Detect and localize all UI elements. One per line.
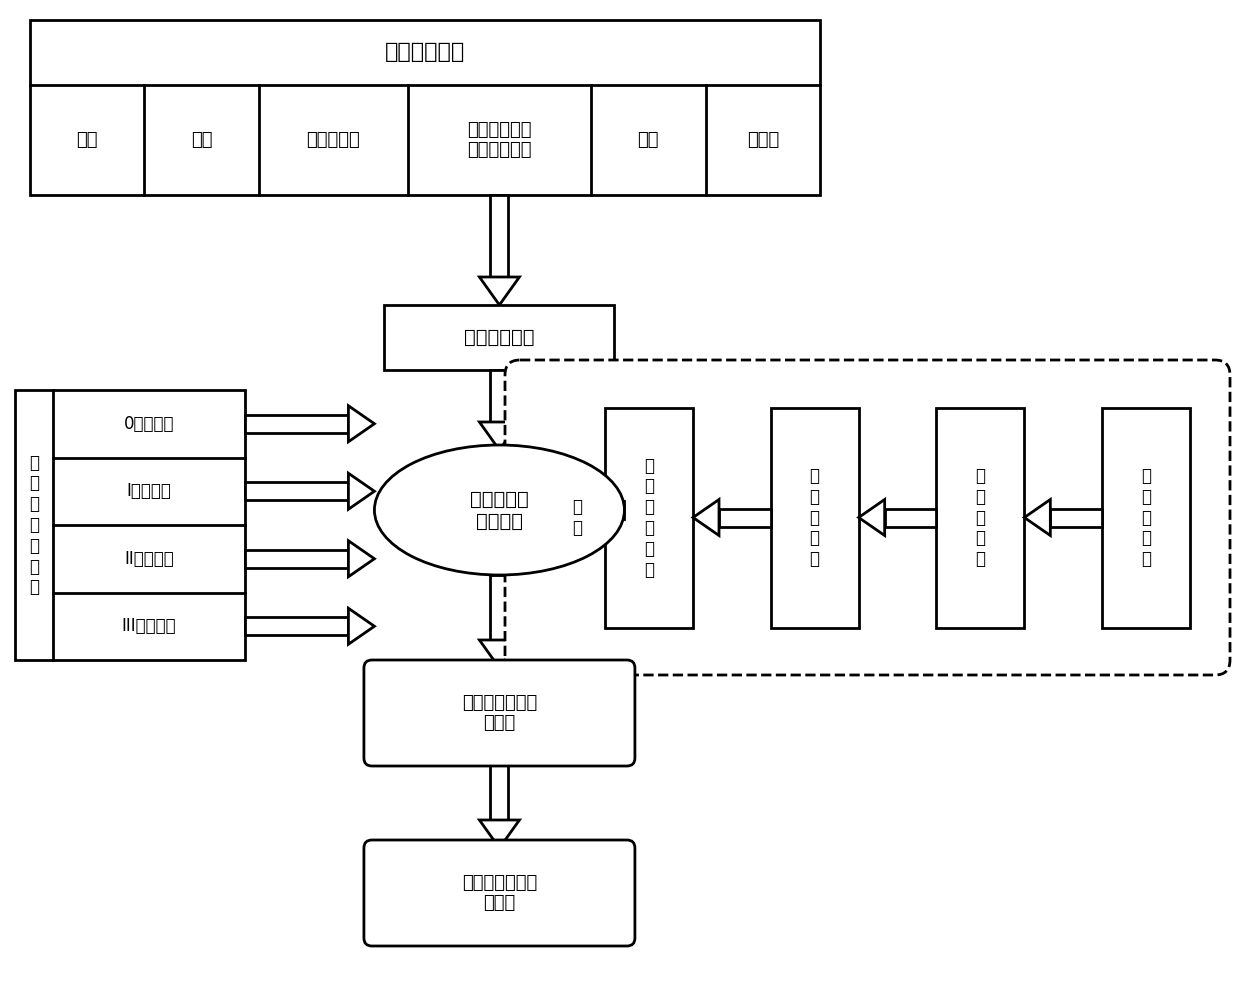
Text: 半
定
量
处
理: 半 定 量 处 理: [810, 466, 820, 569]
Text: 0级大变形: 0级大变形: [124, 414, 175, 432]
Bar: [936, 407, 1024, 628]
Bar: [491, 575, 508, 640]
Bar: [246, 618, 348, 636]
Text: 模
型: 模 型: [573, 498, 583, 537]
Polygon shape: [348, 541, 374, 577]
FancyBboxPatch shape: [505, 360, 1230, 675]
Polygon shape: [1024, 499, 1050, 536]
Bar: [246, 482, 348, 500]
Polygon shape: [529, 492, 556, 528]
Text: 地下水: 地下水: [746, 131, 779, 149]
Bar: [771, 407, 858, 628]
Bar: [491, 370, 508, 422]
Bar: [529, 500, 625, 519]
Text: 半定量化处理: 半定量化处理: [464, 328, 534, 347]
Text: 大变形等级最终
评估表: 大变形等级最终 评估表: [461, 874, 537, 912]
Text: III级大变形: III级大变形: [122, 618, 176, 636]
Text: II级大变形: II级大变形: [124, 550, 174, 568]
Bar: [246, 550, 348, 568]
Polygon shape: [693, 499, 719, 536]
FancyBboxPatch shape: [363, 840, 635, 946]
Polygon shape: [480, 277, 520, 305]
Text: 最大主应力: 最大主应力: [306, 131, 361, 149]
Bar: [30, 20, 820, 195]
Bar: [491, 758, 508, 820]
Polygon shape: [858, 499, 884, 536]
Text: 工
程
案
例
集: 工 程 案 例 集: [1141, 466, 1151, 569]
Text: 褶皴: 褶皴: [637, 131, 658, 149]
Text: 断层: 断层: [191, 131, 212, 149]
Ellipse shape: [374, 445, 625, 575]
Text: 围
岩
大
变
形
等
级: 围 岩 大 变 形 等 级: [29, 453, 38, 597]
Text: 训
练
样
本
集: 训 练 样 本 集: [976, 466, 986, 569]
Text: I级大变形: I级大变形: [126, 482, 171, 500]
FancyBboxPatch shape: [363, 660, 635, 766]
Bar: [605, 407, 693, 628]
Bar: [384, 305, 615, 370]
Polygon shape: [348, 609, 374, 645]
Bar: [579, 509, 600, 527]
Bar: [1050, 509, 1102, 527]
Bar: [884, 509, 936, 527]
Bar: [1102, 407, 1190, 628]
Text: 岩性: 岩性: [77, 131, 98, 149]
Bar: [719, 509, 771, 527]
Text: 随
机
森
林
计
算: 随 机 森 林 计 算: [644, 456, 653, 579]
Text: 大变形等级初步
评估表: 大变形等级初步 评估表: [461, 694, 537, 733]
Polygon shape: [480, 422, 520, 450]
Polygon shape: [480, 820, 520, 848]
Polygon shape: [348, 405, 374, 441]
Bar: [491, 195, 508, 277]
Polygon shape: [579, 499, 605, 536]
Text: 岩层走向与隙
道轴线的夹角: 岩层走向与隙 道轴线的夹角: [467, 120, 532, 159]
Polygon shape: [348, 473, 374, 510]
Text: 耦合大变形
等级计算: 耦合大变形 等级计算: [470, 489, 528, 531]
Polygon shape: [480, 640, 520, 668]
Text: 主要影响因素: 主要影响因素: [384, 42, 465, 62]
Bar: [15, 390, 246, 660]
Bar: [246, 414, 348, 432]
